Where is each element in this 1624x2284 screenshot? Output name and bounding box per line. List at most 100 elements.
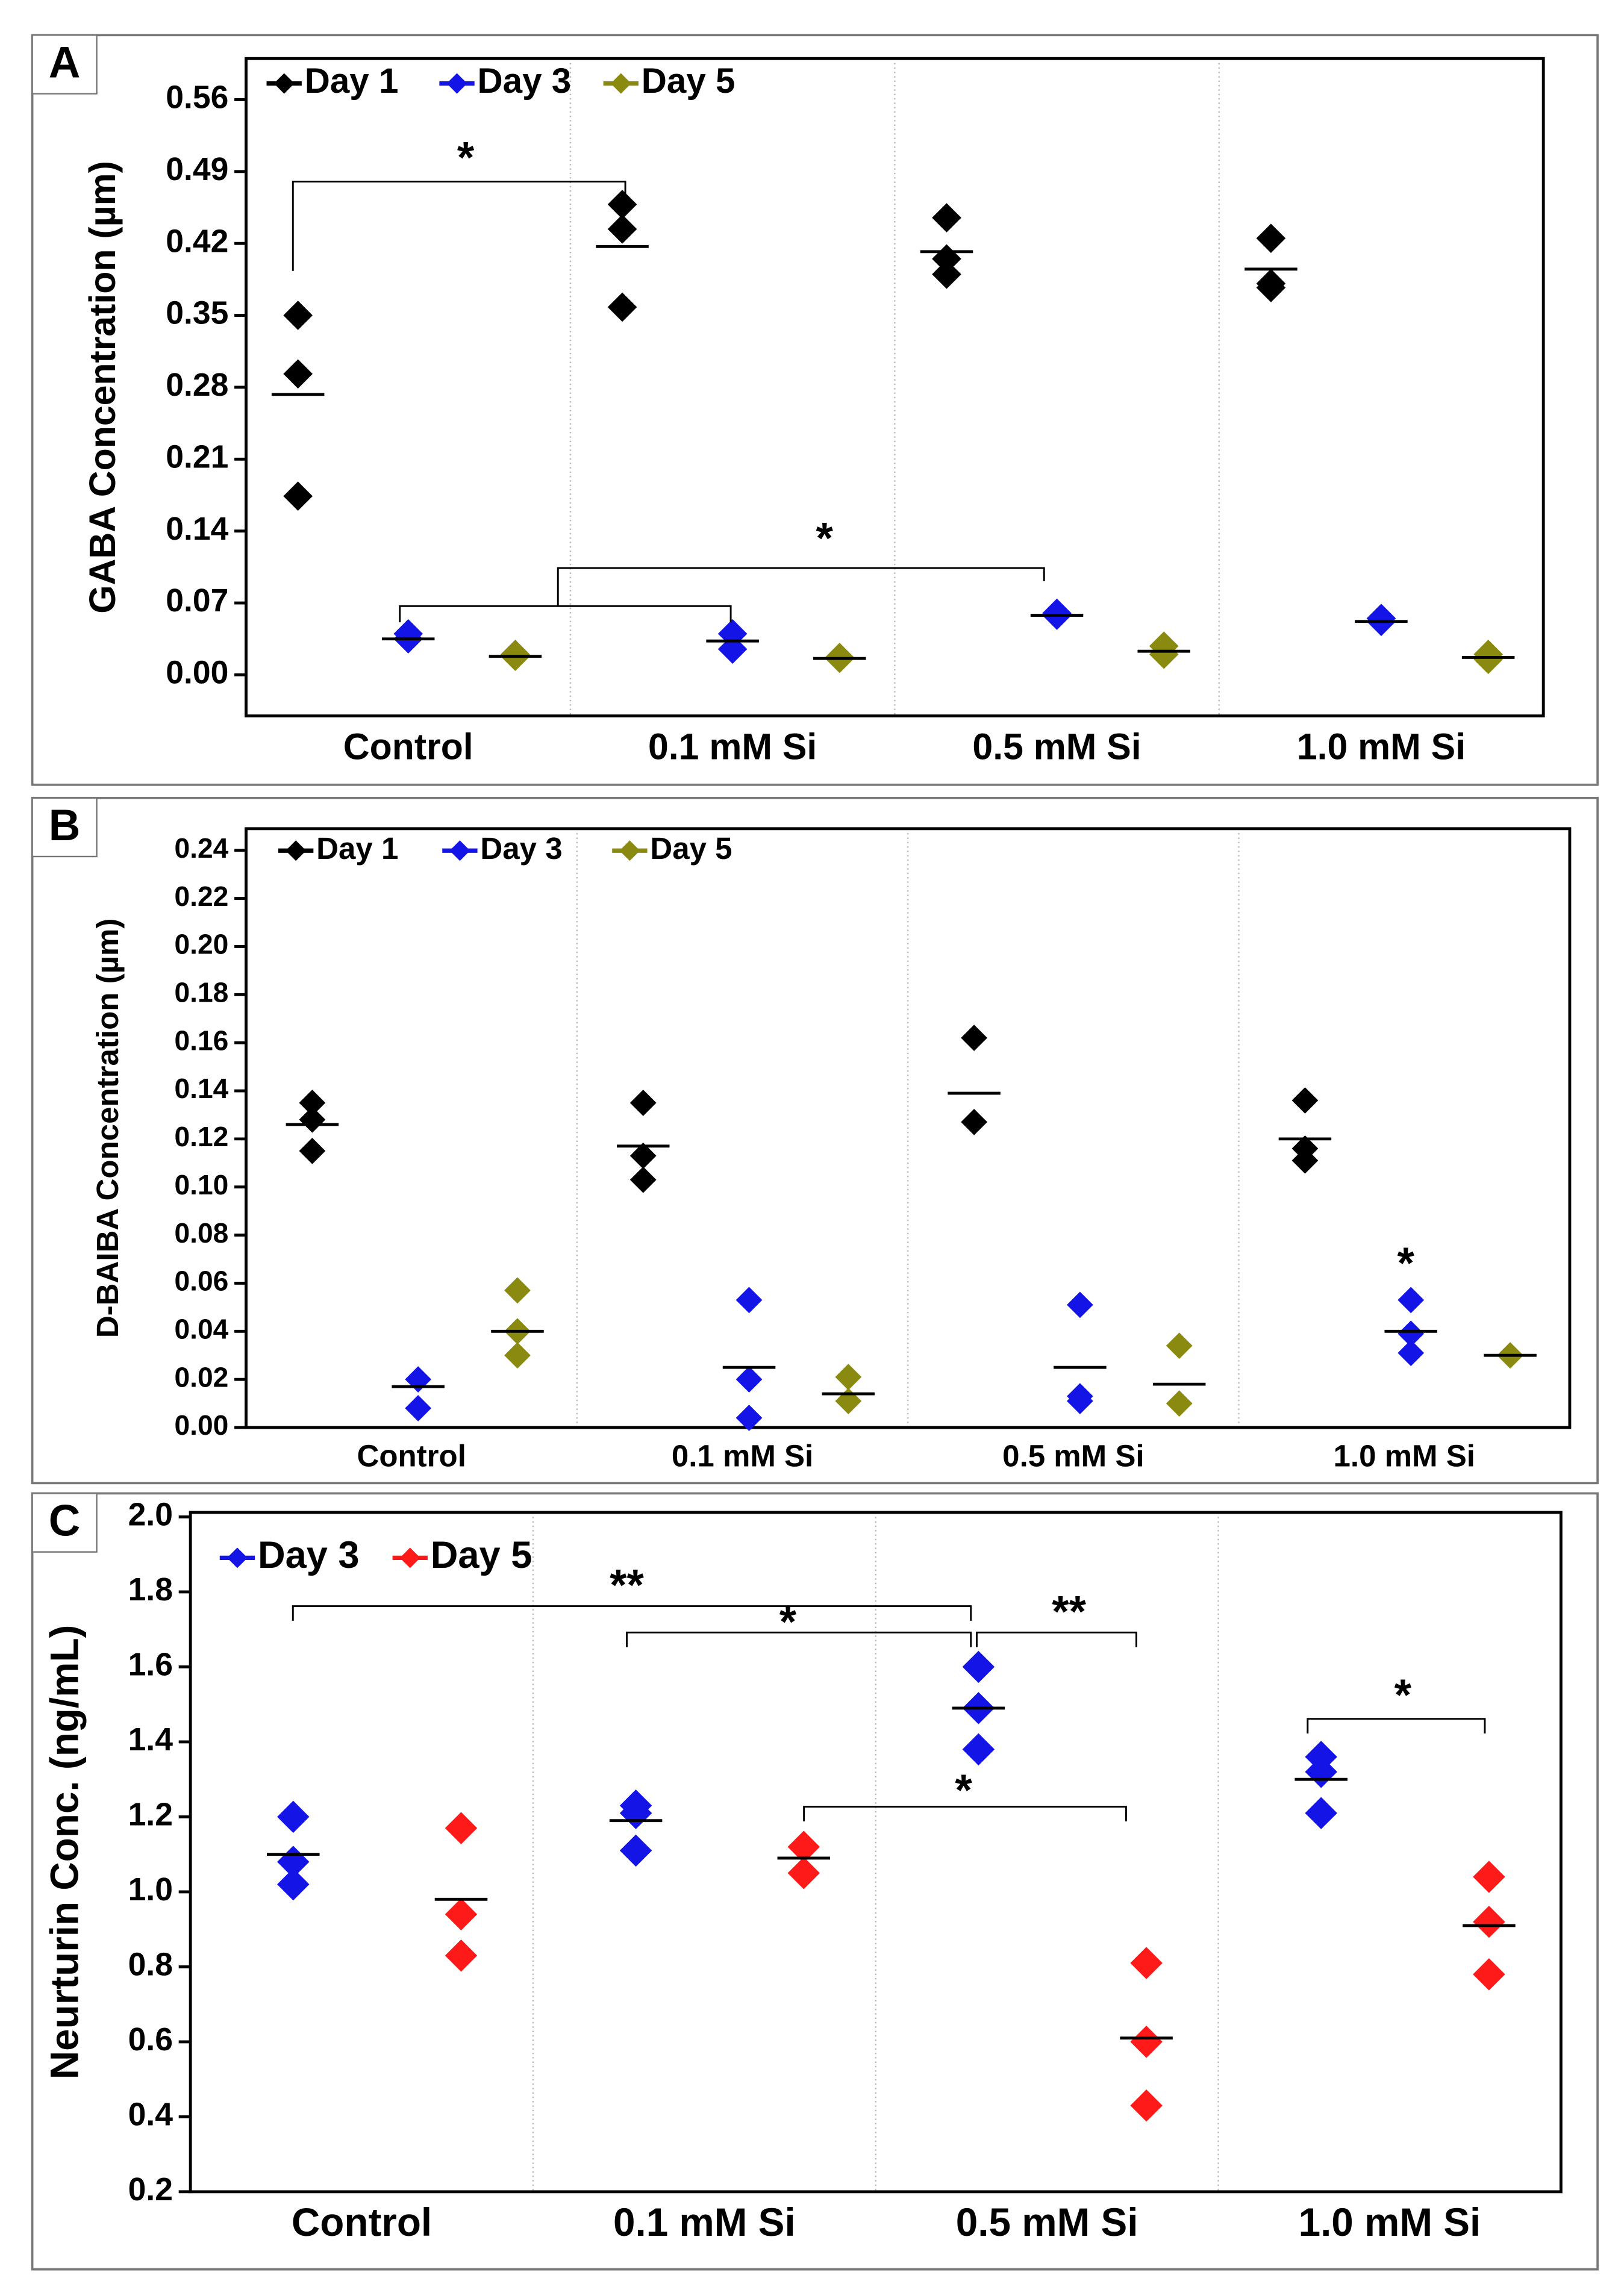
y-tick-label: 0.00 xyxy=(166,655,228,691)
legend-label: Day 3 xyxy=(478,61,572,101)
significance-bracket xyxy=(976,1631,1137,1647)
data-point xyxy=(629,1166,657,1193)
y-tick-label: 0.28 xyxy=(166,367,228,403)
y-tick-label: 0.24 xyxy=(174,832,228,864)
data-point xyxy=(961,1025,987,1052)
y-tick-label: 0.22 xyxy=(174,881,228,912)
plot-frame xyxy=(189,1511,1563,2194)
data-point xyxy=(932,260,961,289)
data-point xyxy=(405,1366,432,1393)
legend-label: Day 1 xyxy=(316,831,398,866)
y-tick-label: 1.8 xyxy=(128,1572,173,1608)
data-point xyxy=(1130,2089,1163,2122)
data-point xyxy=(932,203,961,232)
data-point xyxy=(299,1106,326,1133)
data-point xyxy=(1398,1340,1425,1367)
y-tick-label: 0.49 xyxy=(166,152,228,187)
data-point xyxy=(735,1287,763,1314)
legend-label: Day 3 xyxy=(480,831,562,866)
legend-label: Day 5 xyxy=(650,831,732,866)
panel-letter: A xyxy=(49,39,81,87)
y-tick-label: 0.04 xyxy=(174,1313,228,1344)
data-point xyxy=(504,1342,531,1369)
panel-letter: C xyxy=(49,1497,81,1546)
data-point xyxy=(835,1364,862,1391)
data-point xyxy=(619,1834,652,1867)
significance-bracket xyxy=(1307,1718,1486,1734)
data-point xyxy=(1473,644,1503,675)
data-point xyxy=(1067,1291,1093,1318)
significance-label: * xyxy=(1397,1239,1414,1288)
y-tick-label: 1.2 xyxy=(128,1797,173,1833)
x-tick-label: 0.5 mM Si xyxy=(1002,1439,1144,1473)
data-point xyxy=(445,1898,478,1930)
data-point xyxy=(299,1137,326,1164)
data-point xyxy=(1398,1287,1425,1314)
y-tick-label: 1.0 xyxy=(128,1872,173,1908)
y-tick-label: 0.21 xyxy=(166,439,228,475)
y-tick-label: 1.4 xyxy=(128,1722,173,1758)
data-point xyxy=(1473,1905,1505,1938)
significance-label: ** xyxy=(610,1561,644,1610)
y-tick-label: 0.8 xyxy=(128,1947,173,1983)
data-point xyxy=(277,1800,310,1833)
data-point xyxy=(962,1733,995,1766)
data-point xyxy=(1130,1947,1163,1979)
y-tick-label: 0.00 xyxy=(174,1409,228,1441)
data-point xyxy=(629,1090,657,1116)
y-tick-label: 1.6 xyxy=(128,1647,173,1683)
legend-label: Day 3 xyxy=(258,1534,360,1576)
x-tick-label: Control xyxy=(292,2200,432,2244)
data-point xyxy=(607,214,637,244)
data-point xyxy=(277,1868,310,1901)
legend-label: Day 5 xyxy=(431,1534,532,1576)
y-tick-label: 0.06 xyxy=(174,1265,228,1297)
data-point xyxy=(1067,1388,1093,1414)
y-axis-title: D-BAIBA Concentration (µm) xyxy=(90,919,125,1338)
y-tick-label: 0.14 xyxy=(166,511,228,547)
panel-frame xyxy=(31,796,1599,1485)
panel-letter-box xyxy=(31,1493,98,1553)
x-tick-label: 0.1 mM Si xyxy=(672,1439,813,1473)
plot-frame xyxy=(245,827,1572,1429)
data-point xyxy=(835,1388,862,1414)
x-tick-label: 1.0 mM Si xyxy=(1299,2200,1481,2244)
data-point xyxy=(1256,223,1286,253)
y-axis-title: GABA Concentration (µm) xyxy=(82,161,123,614)
data-point xyxy=(1256,273,1286,302)
y-tick-label: 0.10 xyxy=(174,1169,228,1200)
panel-frame xyxy=(31,34,1599,786)
significance-label: * xyxy=(779,1597,797,1646)
data-point xyxy=(1166,1390,1193,1417)
significance-label: * xyxy=(816,514,833,563)
y-tick-label: 0.12 xyxy=(174,1121,228,1152)
significance-bracket xyxy=(292,1605,972,1621)
y-tick-label: 0.20 xyxy=(174,929,228,960)
y-tick-label: 0.02 xyxy=(174,1361,228,1393)
x-tick-label: 0.5 mM Si xyxy=(972,726,1141,767)
data-point xyxy=(1130,2026,1163,2058)
significance-bracket xyxy=(557,567,1045,607)
data-point xyxy=(299,1090,326,1116)
data-point xyxy=(283,481,313,511)
y-tick-label: 0.08 xyxy=(174,1217,228,1249)
data-point xyxy=(283,301,313,330)
y-tick-label: 0.35 xyxy=(166,296,228,331)
y-tick-label: 0.18 xyxy=(174,977,228,1008)
y-axis-title: Neurturin Conc. (ng/mL) xyxy=(42,1625,86,2080)
data-point xyxy=(629,1142,657,1169)
data-point xyxy=(1166,1332,1193,1359)
panel-letter-box xyxy=(31,797,98,858)
data-point xyxy=(283,359,313,389)
data-point xyxy=(1473,1958,1505,1991)
data-point xyxy=(787,1830,820,1863)
x-tick-label: 0.5 mM Si xyxy=(956,2200,1138,2244)
data-point xyxy=(961,1109,987,1135)
data-point xyxy=(1398,1320,1425,1347)
y-tick-label: 0.42 xyxy=(166,223,228,259)
data-point xyxy=(1291,1147,1319,1174)
data-point xyxy=(717,634,748,664)
data-point xyxy=(735,1405,763,1431)
